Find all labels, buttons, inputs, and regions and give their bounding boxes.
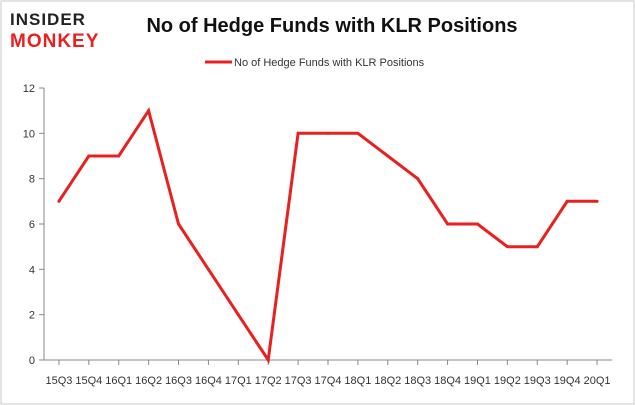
data-point xyxy=(356,131,360,135)
data-point xyxy=(326,131,330,135)
y-tick-label: 6 xyxy=(29,219,35,231)
x-tick-label: 18Q4 xyxy=(434,375,461,387)
data-point xyxy=(296,131,300,135)
y-tick-label: 10 xyxy=(23,128,35,140)
x-tick-label: 15Q3 xyxy=(45,375,72,387)
data-point xyxy=(386,154,390,158)
series-layer xyxy=(57,107,599,365)
y-tick-label: 0 xyxy=(29,355,35,367)
x-tick-label: 19Q3 xyxy=(524,375,551,387)
x-tick-label: 17Q3 xyxy=(285,375,312,387)
data-point xyxy=(446,222,450,226)
data-point xyxy=(416,177,420,181)
insider-monkey-logo: INSIDER MONKEY xyxy=(10,10,99,52)
logo-line1: INSIDER xyxy=(10,10,86,29)
x-tick-label: 16Q2 xyxy=(135,375,162,387)
legend-label: No of Hedge Funds with KLR Positions xyxy=(234,57,425,69)
data-point xyxy=(177,222,181,226)
data-point xyxy=(266,358,270,362)
x-tick-label: 17Q1 xyxy=(225,375,252,387)
data-point xyxy=(475,222,479,226)
data-point xyxy=(117,154,121,158)
x-tick-label: 16Q1 xyxy=(105,375,132,387)
chart-title: No of Hedge Funds with KLR Positions xyxy=(146,15,517,37)
y-tick-label: 8 xyxy=(29,174,35,186)
x-tick-label: 20Q1 xyxy=(584,375,611,387)
y-axis-ticks: 0 2 4 6 8 10 12 xyxy=(23,83,44,367)
x-tick-label: 18Q1 xyxy=(344,375,371,387)
x-tick-label: 19Q1 xyxy=(464,375,491,387)
logo-line2: MONKEY xyxy=(10,31,99,52)
x-tick-label: 19Q2 xyxy=(494,375,521,387)
data-point xyxy=(595,199,599,203)
data-point xyxy=(206,267,210,271)
y-tick-label: 12 xyxy=(23,83,35,95)
data-point xyxy=(147,109,151,113)
x-tick-label: 19Q4 xyxy=(554,375,581,387)
data-point xyxy=(505,245,509,249)
data-point xyxy=(236,313,240,317)
x-tick-label: 16Q3 xyxy=(165,375,192,387)
data-point xyxy=(535,245,539,249)
x-axis-ticks: 15Q3 15Q4 16Q1 16Q2 16Q3 16Q4 17Q1 17Q2 17Q3 17Q4… xyxy=(45,360,611,387)
x-tick-label: 16Q4 xyxy=(195,375,222,387)
x-tick-label: 17Q2 xyxy=(255,375,282,387)
x-tick-label: 15Q4 xyxy=(75,375,102,387)
x-tick-label: 17Q4 xyxy=(315,375,342,387)
y-tick-label: 2 xyxy=(29,310,35,322)
data-point xyxy=(87,154,91,158)
data-point xyxy=(57,199,61,203)
y-tick-label: 4 xyxy=(29,264,35,276)
legend: No of Hedge Funds with KLR Positions xyxy=(205,57,425,69)
x-tick-label: 18Q2 xyxy=(374,375,401,387)
data-point xyxy=(565,199,569,203)
x-tick-label: 18Q3 xyxy=(404,375,431,387)
